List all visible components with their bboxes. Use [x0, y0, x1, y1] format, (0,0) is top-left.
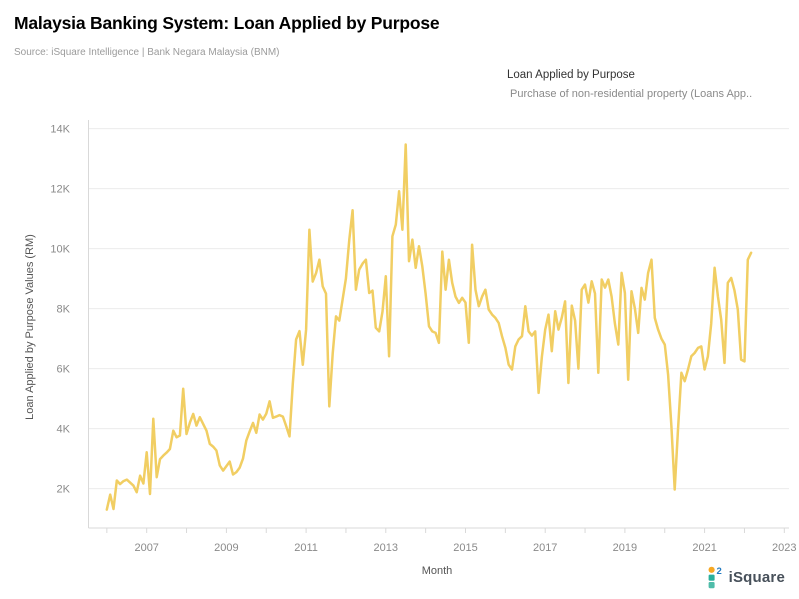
- y-axis-title: Loan Applied by Purpose Values (RM): [24, 234, 36, 420]
- isquare-logo: 2 iSquare: [707, 566, 785, 589]
- legend: Loan Applied by Purpose Purchase of non-…: [507, 69, 795, 100]
- x-tick-label: 2019: [613, 542, 637, 554]
- y-tick-label: 8K: [57, 304, 71, 316]
- x-tick-label: 2011: [294, 542, 318, 554]
- y-tick-label: 2K: [57, 484, 71, 496]
- isquare-logo-icon: 2: [708, 566, 721, 589]
- loan-series-line[interactable]: [105, 143, 753, 511]
- y-tick-label: 12K: [50, 184, 70, 196]
- x-tick-label: 2013: [374, 542, 398, 554]
- y-tick-label: 4K: [57, 424, 71, 436]
- x-axis-title: Month: [421, 565, 453, 577]
- svg-text:2: 2: [716, 566, 721, 577]
- page-title: Malaysia Banking System: Loan Applied by…: [14, 13, 440, 33]
- x-tick-label: 2017: [533, 542, 557, 554]
- legend-title: Loan Applied by Purpose: [507, 69, 635, 81]
- y-tick-label: 14K: [50, 124, 70, 136]
- source-caption: Source: iSquare Intelligence | Bank Nega…: [14, 47, 280, 58]
- isquare-logo-text: iSquare: [728, 569, 785, 586]
- y-tick-label: 6K: [57, 364, 71, 376]
- x-tick-label: 2023: [772, 542, 796, 554]
- legend-item-non-residential[interactable]: Purchase of non-residential property (Lo…: [510, 88, 753, 100]
- x-tick-label: 2015: [453, 542, 477, 554]
- x-tick-label: 2007: [134, 542, 158, 554]
- x-tick-label: 2009: [214, 542, 238, 554]
- y-tick-label: 10K: [50, 244, 70, 256]
- x-tick-label: 2021: [692, 542, 716, 554]
